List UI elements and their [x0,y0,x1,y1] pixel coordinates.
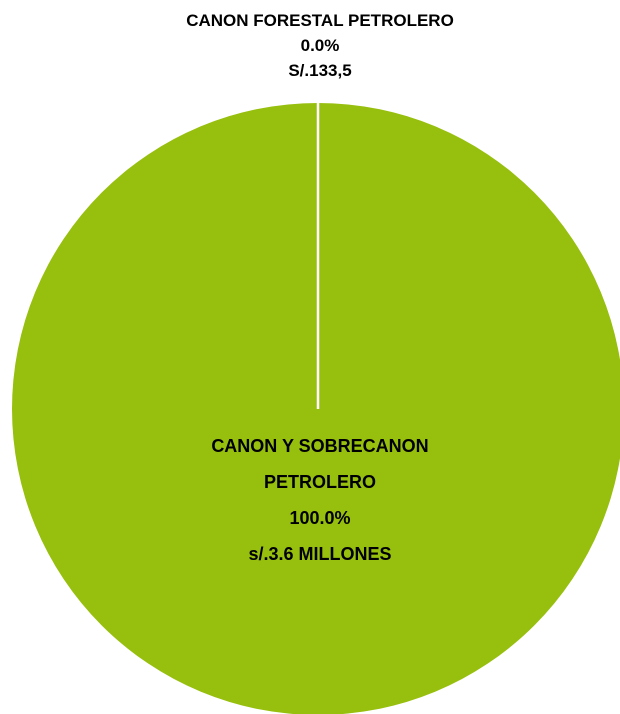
amount-label: s/.3.6 MILLONES [248,544,392,564]
value-label: 100.0% [289,508,351,528]
slice-label: CANON Y SOBRECANON PETROLERO 100.0% s/.3.6… [210,428,430,572]
category-label: CANON Y SOBRECANON PETROLERO [211,436,429,492]
slice-label: CANON FORESTAL PETROLERO 0.0% S/.133,5 [110,8,530,83]
category-label: CANON FORESTAL PETROLERO [186,11,454,30]
pie-slice [12,103,620,714]
value-label: 0.0% [300,36,340,55]
amount-label: S/.133,5 [288,61,352,80]
